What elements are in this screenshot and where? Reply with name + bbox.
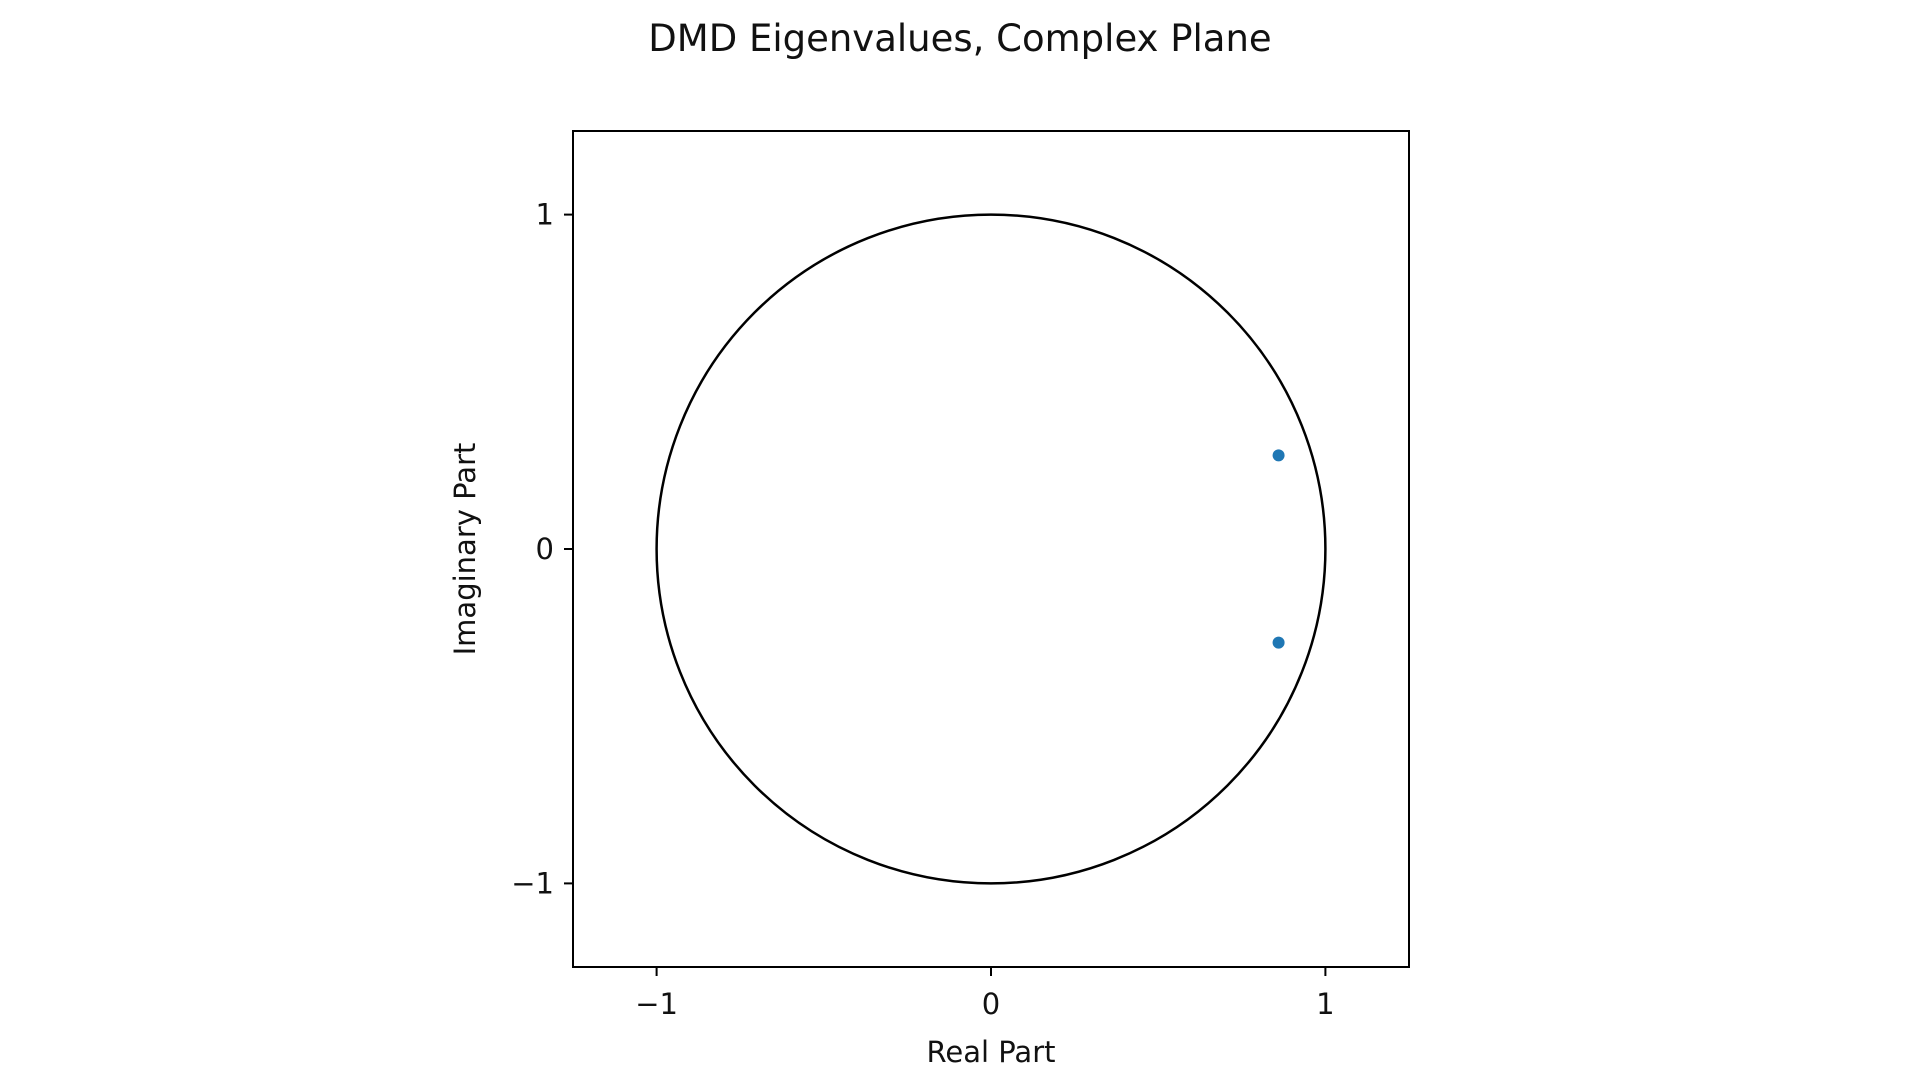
eigenvalue-point <box>1272 636 1285 649</box>
y-tick-label: 1 <box>536 198 554 232</box>
y-tick-label: 0 <box>536 532 554 566</box>
y-axis: −1 0 1 <box>511 198 573 900</box>
x-tick-label: 0 <box>982 987 1000 1021</box>
x-axis-label: Real Part <box>927 1035 1056 1069</box>
plot-area <box>655 213 1327 885</box>
eigenvalue-point <box>1272 449 1285 462</box>
y-axis-label: Imaginary Part <box>448 443 482 656</box>
x-tick-label: 1 <box>1316 987 1334 1021</box>
chart-title: DMD Eigenvalues, Complex Plane <box>648 17 1271 60</box>
x-axis: −1 0 1 <box>635 967 1335 1021</box>
unit-circle <box>655 213 1327 885</box>
y-tick-label: −1 <box>511 866 554 900</box>
x-tick-label: −1 <box>635 987 678 1021</box>
